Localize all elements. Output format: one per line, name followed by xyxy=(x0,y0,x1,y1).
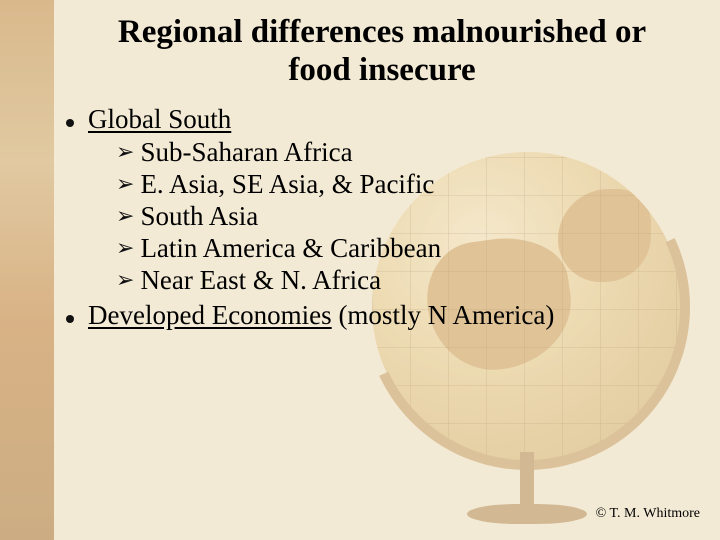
copyright-text: © T. M. Whitmore xyxy=(596,506,700,522)
bullet-dot-icon xyxy=(66,119,74,127)
bullet-list: Global South ➢ Sub-Saharan Africa ➢ E. A… xyxy=(66,104,692,331)
sub-item: ➢ Latin America & Caribbean xyxy=(116,233,692,264)
sub-text: South Asia xyxy=(140,201,258,232)
bullet-item: Developed Economies (mostly N America) xyxy=(66,300,692,331)
sub-text: Latin America & Caribbean xyxy=(140,233,441,264)
sub-text: Sub-Saharan Africa xyxy=(140,137,352,168)
sub-item: ➢ E. Asia, SE Asia, & Pacific xyxy=(116,169,692,200)
bullet-dot-icon xyxy=(66,315,74,323)
sub-text: Near East & N. Africa xyxy=(140,265,381,296)
slide-content: Regional differences malnourished or foo… xyxy=(0,0,720,540)
bullet-item: Global South xyxy=(66,104,692,135)
sub-list: ➢ Sub-Saharan Africa ➢ E. Asia, SE Asia,… xyxy=(116,137,692,296)
sub-item: ➢ Near East & N. Africa xyxy=(116,265,692,296)
arrow-icon: ➢ xyxy=(116,173,134,195)
bullet-text: Global South xyxy=(88,104,231,135)
arrow-icon: ➢ xyxy=(116,269,134,291)
sub-item: ➢ South Asia xyxy=(116,201,692,232)
slide-title: Regional differences malnourished or foo… xyxy=(92,14,672,90)
arrow-icon: ➢ xyxy=(116,141,134,163)
sub-text: E. Asia, SE Asia, & Pacific xyxy=(140,169,434,200)
arrow-icon: ➢ xyxy=(116,237,134,259)
bullet-paren: (mostly N America) xyxy=(332,300,555,330)
arrow-icon: ➢ xyxy=(116,205,134,227)
bullet-underlined: Developed Economies xyxy=(88,300,332,330)
bullet-text: Developed Economies (mostly N America) xyxy=(88,300,554,331)
sub-item: ➢ Sub-Saharan Africa xyxy=(116,137,692,168)
